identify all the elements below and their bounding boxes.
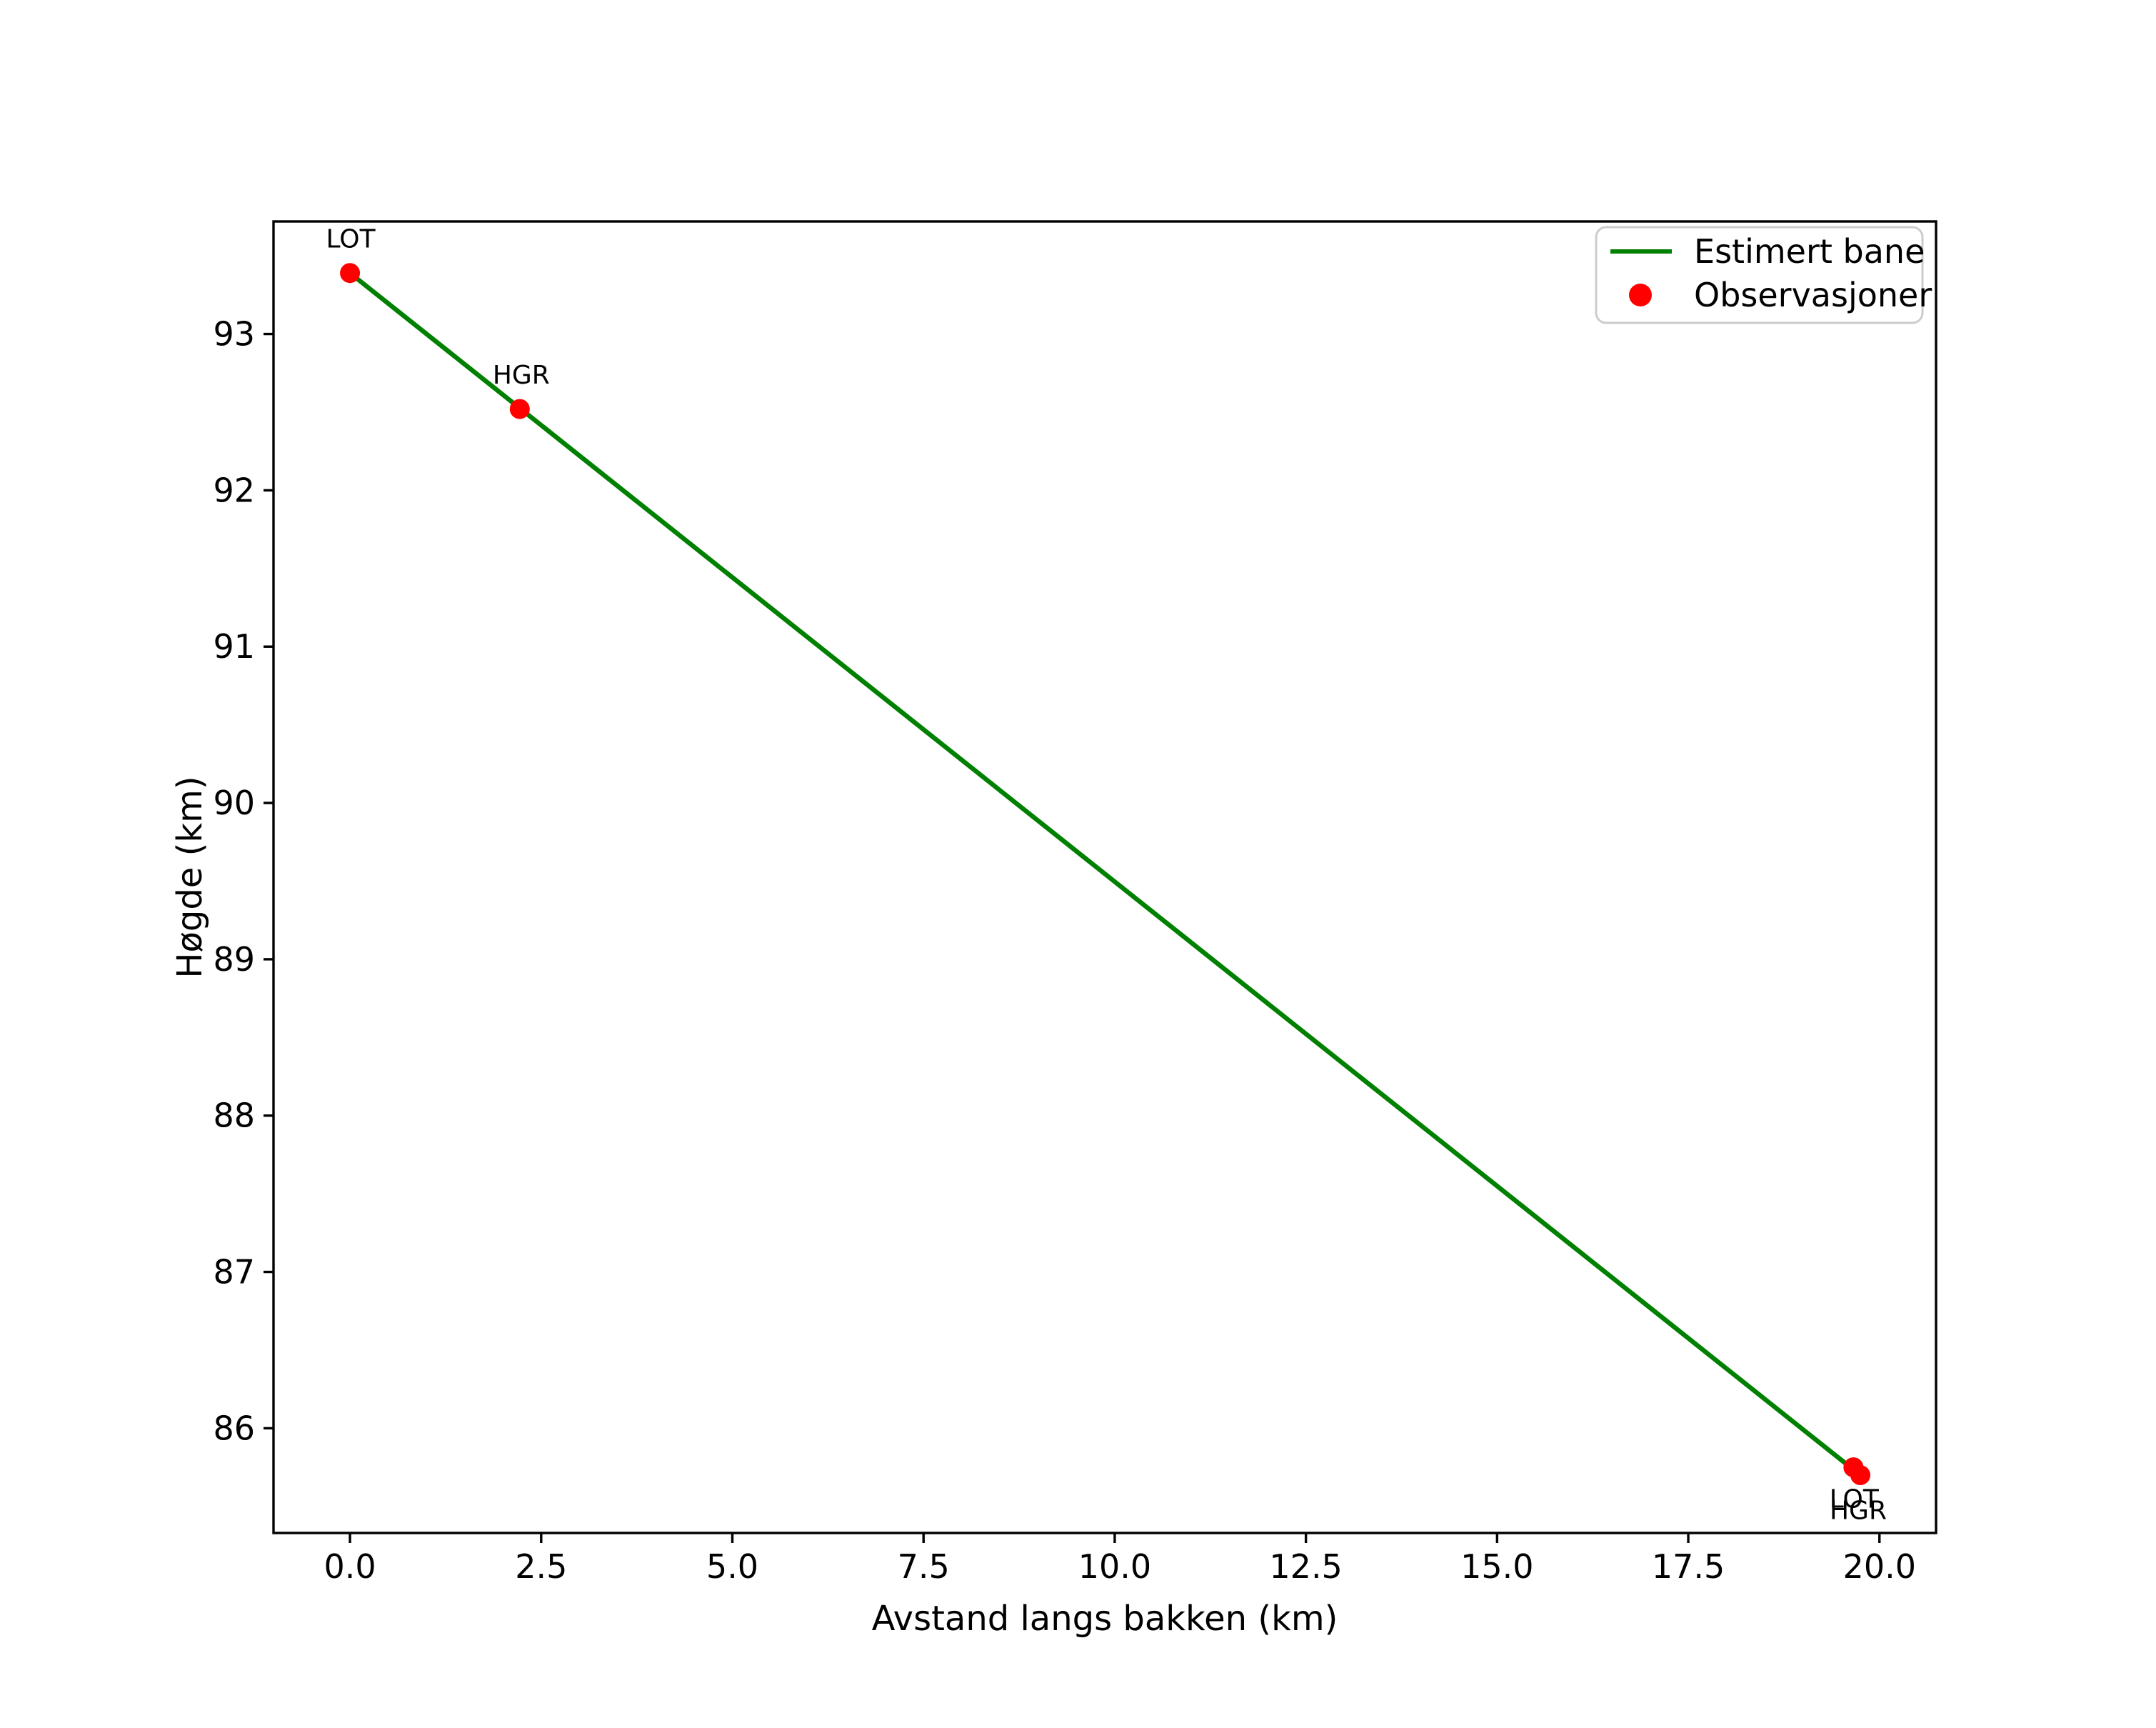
legend-marker-swatch — [1629, 284, 1652, 306]
y-tick-label: 91 — [213, 627, 255, 666]
x-tick-label: 5.0 — [706, 1547, 758, 1586]
x-tick-label: 15.0 — [1460, 1547, 1533, 1586]
station-label: HGR — [1830, 1497, 1887, 1526]
axes-spines — [272, 220, 1937, 1534]
y-tick-label: 86 — [213, 1409, 255, 1447]
legend-box — [1595, 226, 1924, 324]
x-tick-label: 12.5 — [1269, 1547, 1342, 1586]
legend-label-estimert-bane: Estimert bane — [1694, 232, 1925, 271]
y-tick-label: 92 — [213, 471, 255, 509]
x-axis-label: Avstand langs bakken (km) — [872, 1599, 1338, 1639]
observation-point — [340, 263, 361, 284]
trajectory-line — [349, 271, 1862, 1477]
x-tick-label: 17.5 — [1652, 1547, 1725, 1586]
station-label: LOT — [1830, 1485, 1880, 1514]
y-tick-label: 90 — [213, 784, 255, 822]
x-tick-label: 10.0 — [1078, 1547, 1151, 1586]
observation-point — [1850, 1465, 1870, 1486]
legend: Estimert bane Observasjoner — [1595, 226, 1932, 324]
y-tick-label: 89 — [213, 940, 255, 979]
plot-axes: 0.0 2.5 5.0 7.5 10.0 12.5 15.0 17.5 20.0 86 87 88 89… — [213, 220, 1937, 1586]
y-tick-label: 87 — [213, 1253, 255, 1292]
station-label: HGR — [493, 361, 550, 390]
y-tick-label: 88 — [213, 1097, 255, 1135]
plot-series — [340, 263, 1870, 1486]
x-tick-label: 0.0 — [324, 1547, 376, 1586]
station-label: LOT — [326, 225, 376, 254]
x-tick-label: 2.5 — [515, 1547, 567, 1586]
x-tick-label: 7.5 — [898, 1547, 950, 1586]
y-axis-label: Høgde (km) — [170, 776, 210, 978]
x-tick-label: 20.0 — [1843, 1547, 1916, 1586]
legend-label-observasjoner: Observasjoner — [1694, 276, 1932, 314]
y-tick-label: 93 — [213, 315, 255, 354]
observation-point — [509, 399, 530, 419]
